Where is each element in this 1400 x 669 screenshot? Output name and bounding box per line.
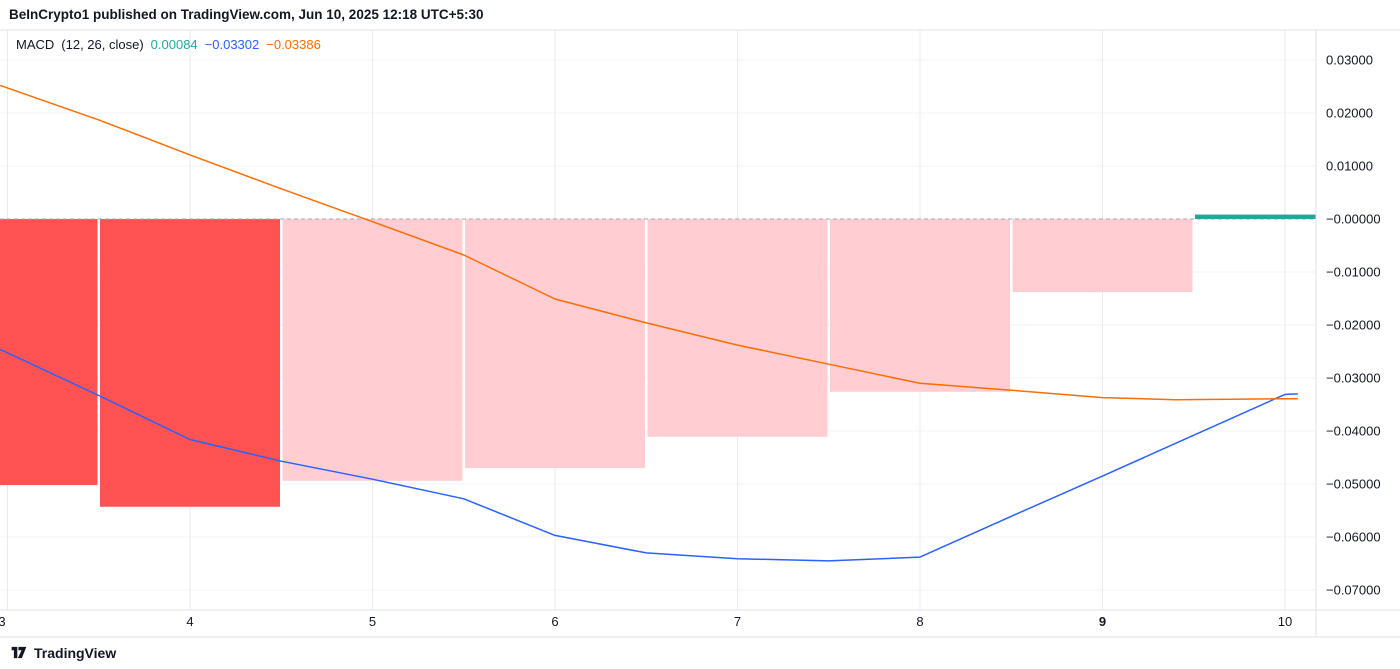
histogram-bar [0, 219, 98, 486]
x-axis-label: 9 [1099, 614, 1106, 629]
histogram-bar [830, 219, 1010, 392]
y-axis-label: −0.03000 [1326, 371, 1381, 386]
histogram-bar [465, 219, 645, 469]
histogram-bar [282, 219, 463, 481]
tradingview-logo-text: TradingView [34, 644, 117, 661]
y-axis-label: −0.05000 [1326, 477, 1381, 492]
x-axis-label: 10 [1278, 614, 1292, 629]
macd-line [0, 348, 1298, 562]
time-axis[interactable]: 3 4 5 6 7 8 9 10 [0, 614, 1292, 629]
x-axis-label: 7 [734, 614, 741, 629]
indicator-params: (12, 26, close) [61, 37, 144, 52]
tradingview-logo-icon [11, 646, 27, 659]
histogram-bar [1012, 219, 1193, 293]
y-axis-label: −0.07000 [1326, 583, 1381, 598]
histogram-bar [1195, 214, 1316, 219]
publish-attribution: BeInCrypto1 published on TradingView.com… [9, 7, 484, 22]
x-axis-label: 3 [0, 614, 6, 629]
x-axis-label: 5 [369, 614, 376, 629]
indicator-status-line[interactable]: MACD (12, 26, close) 0.00084 −0.03302 −0… [16, 37, 321, 52]
macd-value: −0.03302 [204, 37, 260, 52]
y-axis-label: 0.02000 [1326, 106, 1373, 121]
x-axis-label: 6 [551, 614, 558, 629]
y-axis-label: 0.03000 [1326, 53, 1373, 68]
x-axis-label: 4 [186, 614, 193, 629]
histogram-bar [647, 219, 828, 437]
tradingview-logo-link[interactable]: TradingView [10, 644, 116, 661]
histogram-bar [100, 219, 280, 507]
indicator-title: MACD [16, 37, 55, 52]
y-axis-label: −0.01000 [1326, 265, 1381, 280]
y-axis-label: −0.00000 [1326, 212, 1381, 227]
histogram-value: 0.00084 [150, 37, 198, 52]
histogram-negative [0, 219, 1193, 507]
histogram-positive [1195, 214, 1316, 219]
x-axis-label: 8 [916, 614, 923, 629]
y-axis-label: −0.04000 [1326, 424, 1381, 439]
signal-value: −0.03386 [266, 37, 321, 52]
y-axis-label: −0.06000 [1326, 530, 1381, 545]
price-axis[interactable]: 0.03000 0.02000 0.01000 −0.00000 −0.01000 −0.… [1326, 53, 1381, 598]
signal-line [0, 84, 1298, 401]
y-axis-label: 0.01000 [1326, 159, 1373, 174]
y-axis-label: −0.02000 [1326, 318, 1381, 333]
